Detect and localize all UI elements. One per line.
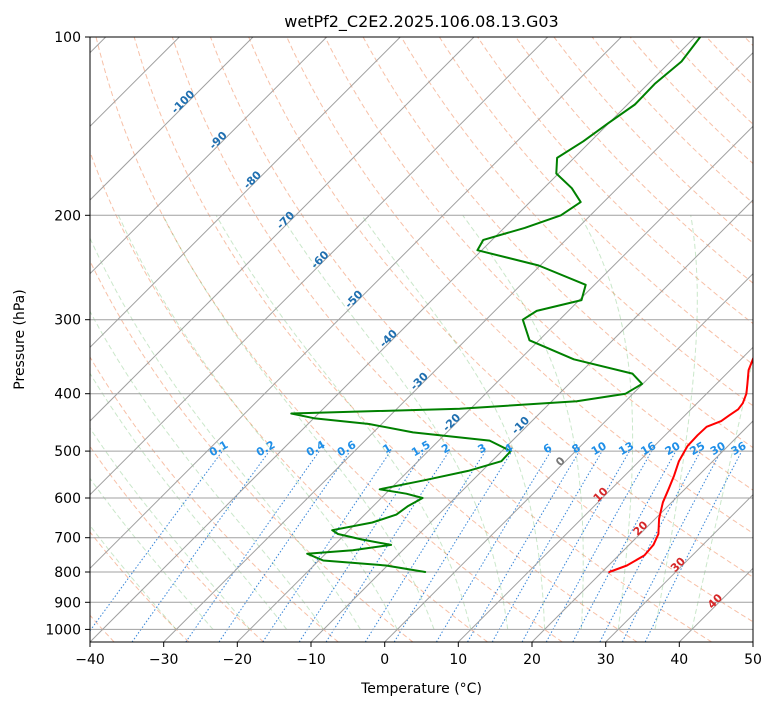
isotherm-line [384,272,753,642]
dry-adiabat [90,150,488,642]
mixing-ratio-line [298,450,425,642]
mixing-ratio-line [599,450,701,642]
y-tick-label: 800 [54,565,81,581]
isotherm-line [457,346,753,642]
dewpoint-profile-line [290,37,702,573]
isotherm-line [236,125,753,642]
x-tick-label: 0 [380,652,389,668]
x-axis-label: Temperature (°C) [360,681,482,697]
y-tick-label: 100 [54,30,81,46]
isotherm-line [90,37,696,642]
mixing-ratio-line [364,450,486,642]
mixing-ratio-lines [90,450,743,642]
isotherm-line [90,37,622,570]
moist-adiabat [90,524,177,630]
temperature-profile-line [608,356,753,573]
mixing-ratio-line [131,450,270,642]
dry-adiabat [324,37,753,491]
isotherm-line [310,199,753,642]
mixing-ratio-line [325,450,450,642]
isotherm-line [90,37,549,496]
y-tick-label: 500 [54,444,81,460]
dry-adiabat [210,37,753,623]
sounding-series [290,37,753,573]
isotherm-line [90,37,328,275]
y-tick-label: 600 [54,491,81,507]
x-tick-label: −30 [149,652,179,668]
isotherm-line [90,37,475,422]
mixing-ratio-line [393,450,513,642]
dry-adiabat [248,37,753,578]
mixing-ratio-line [545,450,653,642]
x-tick-label: 20 [523,652,541,668]
x-tick-label: −10 [296,652,326,668]
dry-adiabat [95,37,563,642]
mixing-ratio-line [90,450,223,632]
y-tick-label: 1000 [45,622,81,638]
isotherm-line [605,493,753,642]
y-axis: 100 200 300 400 500 600 700 800 900 1000 [45,30,90,638]
mixing-ratio-line [521,450,630,642]
dry-adiabat [515,37,753,284]
moist-adiabat [215,215,472,630]
dry-adiabat [133,37,638,642]
isotherm-grid [90,37,753,642]
x-tick-label: 40 [670,652,688,668]
dry-adiabat [400,37,753,407]
mixing-ratio-line [218,450,351,642]
isotherm-line [90,37,401,349]
chart-title: wetPf2_C2E2.2025.106.08.13.G03 [284,12,558,32]
y-tick-label: 400 [54,387,81,403]
mixing-ratio-line [185,450,320,642]
y-tick-label: 300 [54,313,81,329]
x-axis: −40 −30 −20 −10 0 10 20 30 40 50 [75,642,762,668]
y-tick-label: 700 [54,531,81,547]
dry-adiabat [171,37,712,642]
isotherm-line [531,420,753,642]
dry-adiabat [438,37,753,366]
plot-frame [89,36,754,643]
x-tick-label: −40 [75,652,105,668]
dry-adiabat [90,356,339,642]
dry-adiabat [90,531,190,642]
isotherm-line [163,51,753,642]
mixing-ratio-line [435,450,552,642]
mixing-ratio-line [262,450,392,642]
x-tick-label: 10 [449,652,467,668]
mixing-ratio-line [621,450,722,642]
dry-adiabat [90,445,264,642]
mixing-ratio-line [644,450,743,642]
moist-adiabat [117,215,398,630]
plot-area: -100-90-80-70-60-50-40-30-20 -10010203040… [90,37,753,642]
y-tick-label: 200 [54,208,81,224]
y-axis-label: Pressure (hPa) [12,289,28,389]
x-tick-label: −20 [223,652,253,668]
y-tick-label: 900 [54,595,81,611]
x-tick-label: 50 [744,652,762,668]
mixing-ratio-line [572,450,677,642]
isotherm-line [90,37,254,201]
x-tick-label: 30 [597,652,615,668]
